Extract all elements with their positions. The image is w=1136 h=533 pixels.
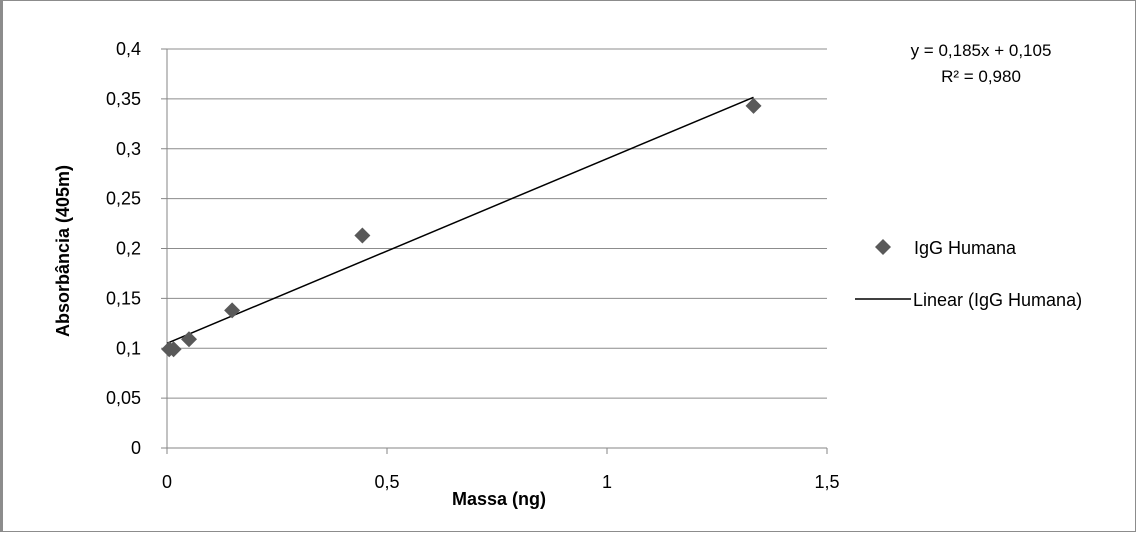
legend-diamond-marker	[875, 239, 891, 255]
x-axis-title: Massa (ng)	[452, 489, 546, 509]
trendline	[166, 96, 754, 344]
y-tick-label: 0,2	[116, 239, 141, 259]
x-tick-labels: 0 0,5 1 1,5	[162, 472, 840, 492]
x-tick-label: 1	[602, 472, 612, 492]
trendline-equation: y = 0,185x + 0,105	[911, 41, 1052, 60]
gridlines	[161, 48, 828, 454]
legend-series-label: IgG Humana	[914, 238, 1017, 258]
legend-trendline-label: Linear (IgG Humana)	[913, 290, 1082, 310]
x-tick-label: 0,5	[374, 472, 399, 492]
y-tick-label: 0,4	[116, 39, 141, 59]
trendline-r-squared: R² = 0,980	[941, 67, 1021, 86]
y-tick-label: 0,15	[106, 288, 141, 308]
y-axis-title: Absorbância (405m)	[53, 165, 73, 337]
x-tick-label: 1,5	[814, 472, 839, 492]
y-tick-label: 0,35	[106, 89, 141, 109]
x-tick-label: 0	[162, 472, 172, 492]
data-point	[224, 302, 241, 319]
scatter-chart: 0 0,05 0,1 0,15 0,2 0,25 0,3 0,35 0,4 0 0,5 1 1,5 A…	[53, 39, 1082, 509]
y-tick-labels: 0 0,05 0,1 0,15 0,2 0,25 0,3 0,35 0,4	[106, 39, 141, 458]
data-point	[181, 331, 197, 348]
y-tick-label: 0,25	[106, 189, 141, 209]
data-point	[745, 97, 762, 114]
y-tick-label: 0,1	[116, 338, 141, 358]
legend: IgG Humana Linear (IgG Humana)	[855, 238, 1082, 310]
trendline-group	[166, 96, 754, 344]
y-tick-label: 0,05	[106, 388, 141, 408]
y-tick-label: 0	[131, 438, 141, 458]
y-tick-label: 0,3	[116, 139, 141, 159]
data-point	[165, 341, 182, 358]
data-point	[354, 227, 371, 244]
data-points	[161, 97, 762, 358]
